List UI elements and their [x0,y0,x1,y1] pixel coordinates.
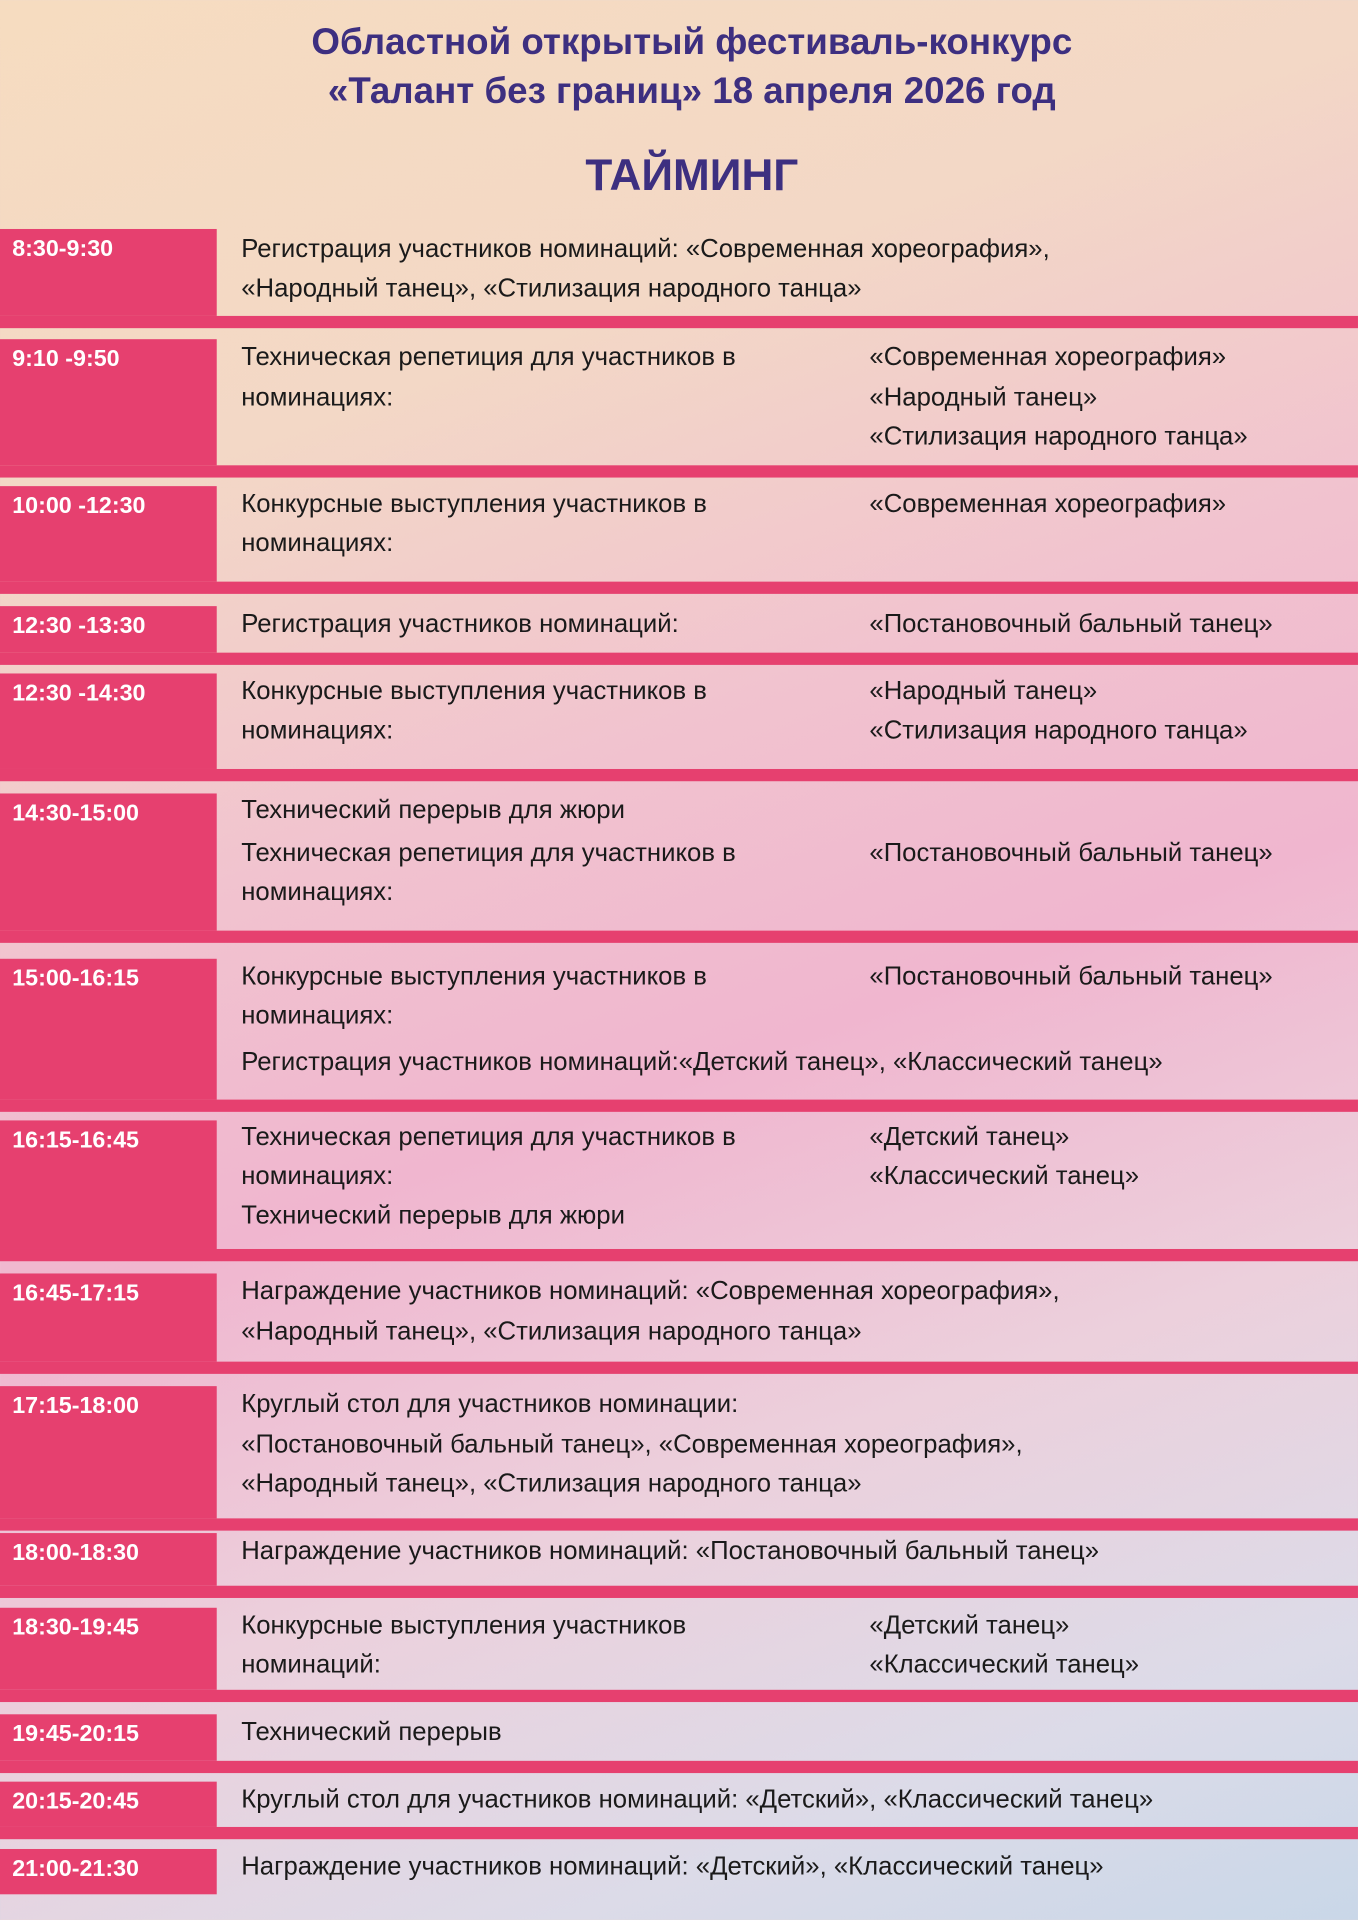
nomination-name: «Классический танец» [869,1162,1140,1191]
time-slot: 16:45-17:15 [0,1273,217,1362]
nomination-name: «Современная хореография» [869,342,1227,372]
nomination-name: «Детский танец» [869,1122,1070,1152]
row-divider [0,465,1358,478]
time-slot: 9:10 -9:50 [0,339,217,466]
event-description: Регистрация участников номинаций:«Детски… [241,1048,1163,1077]
nomination-name: «Постановочный бальный танец» [869,962,1273,991]
nomination-name: «Классический танец» [869,1650,1140,1679]
time-slot: 19:45-20:15 [0,1714,217,1761]
event-description: Конкурсные выступления участников в [241,489,707,518]
event-description: номинациях: [241,716,394,745]
event-description: Регистрация участников номинаций: «Совре… [241,235,1050,264]
event-description: Техническая репетиция для участников в [241,1122,736,1152]
event-description: Техническая репетиция для участников в [241,838,736,867]
row-divider [0,930,1358,943]
row-divider [0,581,1358,594]
time-slot: 16:15-16:45 [0,1120,217,1249]
nomination-name: «Народный танец» [869,677,1098,706]
festival-subtitle: «Талант без границ» 18 апреля 2026 год [327,71,1056,112]
page-heading: ТАЙМИНГ [585,149,799,200]
event-description: номинациях: [241,1001,394,1030]
time-slot: 14:30-15:00 [0,793,217,931]
time-slot: 20:15-20:45 [0,1781,217,1827]
nomination-name: «Постановочный бальный танец» [869,609,1273,638]
nomination-name: «Стилизация народного танца» [869,716,1248,745]
event-description: Конкурсные выступления участников [241,1611,687,1640]
time-slot: 18:30-19:45 [0,1607,217,1690]
time-slot: 12:30 -13:30 [0,606,217,653]
nomination-name: «Постановочный бальный танец» [869,838,1273,867]
time-slot: 17:15-18:00 [0,1386,217,1519]
event-description: Конкурсные выступления участников в [241,962,707,991]
event-description: Конкурсные выступления участников в [241,677,707,706]
event-description: Технический перерыв [241,1717,502,1747]
nomination-name: «Народный танец» [869,383,1098,412]
event-description: Награждение участников номинаций: «Совре… [241,1277,1060,1306]
event-description: Регистрация участников номинаций: [241,609,679,638]
nomination-name: «Стилизация народного танца» [869,422,1248,451]
time-slot: 10:00 -12:30 [0,486,217,582]
event-description: Технический перерыв для жюри [241,1201,625,1230]
event-description: номинациях: [241,528,394,558]
event-description: «Народный танец», «Стилизация народного … [241,1317,862,1346]
event-description: номинациях: [241,1162,394,1191]
event-description: «Народный танец», «Стилизация народного … [241,1469,862,1498]
event-description: Награждение участников номинаций: «Детск… [241,1852,1104,1881]
time-slot: 15:00-16:15 [0,958,217,1100]
time-slot: 18:00-18:30 [0,1533,217,1586]
event-description: «Народный танец», «Стилизация народного … [241,274,862,303]
event-description: номинациях: [241,383,394,412]
event-description: Круглый стол для участников номинации: [241,1389,739,1418]
event-description: Техническая репетиция для участников в [241,342,736,372]
row-divider [0,1826,1358,1840]
time-slot: 8:30-9:30 [0,228,217,316]
row-divider [0,1518,1358,1531]
event-description: номинаций: [241,1650,381,1679]
event-description: Круглый стол для участников номинаций: «… [241,1785,1154,1814]
row-divider [0,315,1358,329]
row-divider [0,768,1358,782]
row-divider [0,1689,1358,1703]
row-divider [0,652,1358,665]
festival-title: Областной открытый фестиваль-конкурс [311,22,1073,63]
row-divider [0,1248,1358,1262]
event-description: номинациях: [241,877,394,907]
time-slot: 21:00-21:30 [0,1848,217,1895]
event-description: «Постановочный бальный танец», «Современ… [241,1430,1023,1459]
time-slot: 12:30 -14:30 [0,673,217,769]
row-divider [0,1760,1358,1774]
event-description: Технический перерыв для жюри [241,795,625,825]
row-divider [0,1099,1358,1112]
nomination-name: «Современная хореография» [869,489,1227,518]
nomination-name: «Детский танец» [869,1611,1070,1640]
row-divider [0,1585,1358,1598]
row-divider [0,1361,1358,1374]
event-description: Награждение участников номинаций: «Поста… [241,1536,1100,1565]
